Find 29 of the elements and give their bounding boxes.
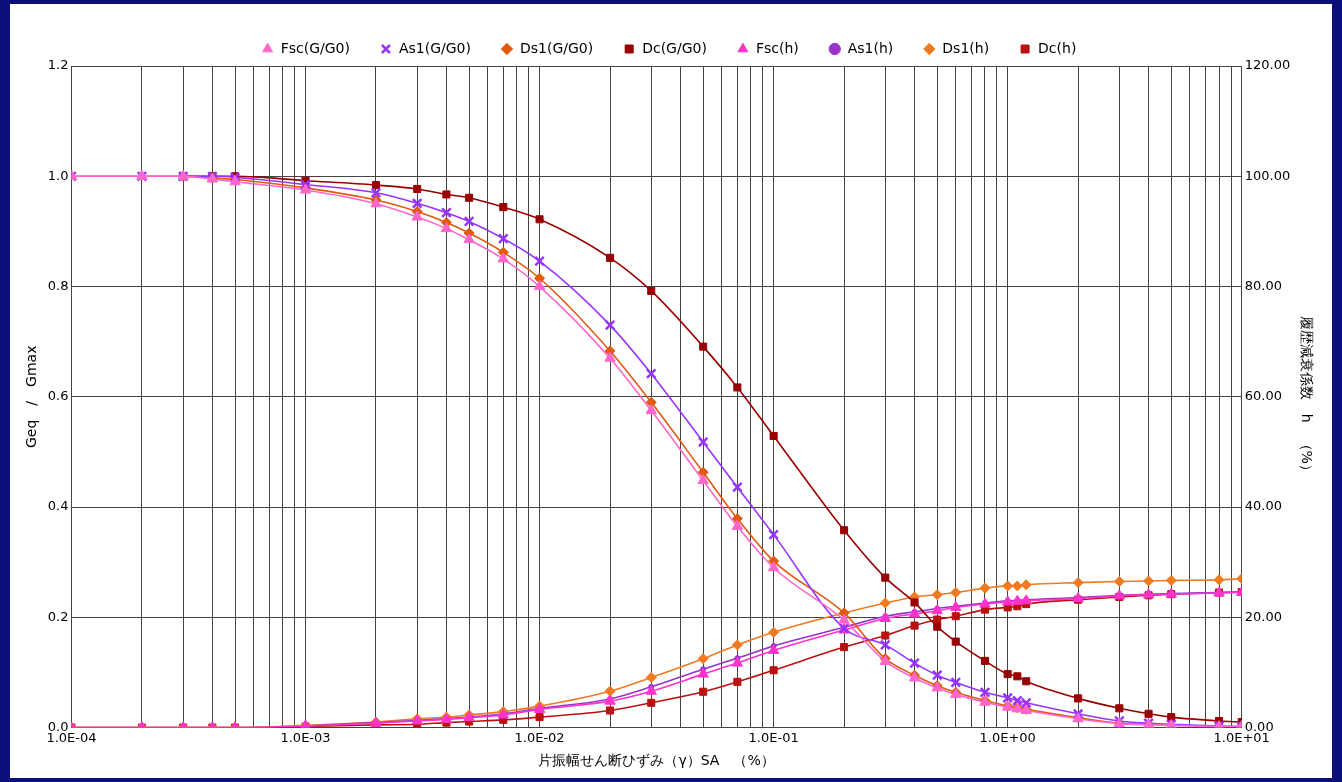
legend-label: Fsc(h) bbox=[755, 39, 799, 56]
x-axis-title: 片振幅せん断ひずみ（γ）SA （%） bbox=[538, 752, 775, 769]
y-axis-title: Geq / Gmax bbox=[23, 345, 40, 449]
y-tick-label: 0.0 bbox=[47, 718, 69, 734]
y2-tick-label: 60.00 bbox=[1244, 388, 1282, 404]
y-tick-label: 0.2 bbox=[47, 608, 69, 624]
x-tick-label: 1.0E-01 bbox=[748, 729, 799, 745]
legend-label: Fsc(G/G0) bbox=[280, 39, 350, 56]
y-tick-label: 0.8 bbox=[47, 277, 69, 293]
y2-tick-label: 0.00 bbox=[1244, 718, 1274, 734]
legend-label: Ds1(G/G0) bbox=[519, 39, 594, 56]
legend-label: Ds1(h) bbox=[942, 39, 990, 56]
y2-tick-label: 20.00 bbox=[1244, 608, 1282, 624]
y-tick-label: 0.4 bbox=[47, 498, 69, 514]
y-tick-label: 0.6 bbox=[47, 388, 69, 404]
legend-label: As1(G/G0) bbox=[398, 39, 471, 56]
y2-tick-label: 100.00 bbox=[1244, 167, 1291, 183]
y2-tick-label: 40.00 bbox=[1244, 498, 1282, 514]
y2-tick-label: 80.00 bbox=[1244, 277, 1282, 293]
y2-tick-label: 120.00 bbox=[1244, 57, 1291, 73]
y-tick-label: 1.0 bbox=[47, 167, 69, 183]
legend-label: As1(h) bbox=[847, 39, 894, 56]
y2-axis-title: 履歴減衰係数 h （%） bbox=[1298, 315, 1315, 478]
x-tick-label: 1.0E-03 bbox=[280, 729, 331, 745]
legend-label: Dc(G/G0) bbox=[642, 39, 707, 56]
legend-label: Dc(h) bbox=[1038, 39, 1077, 56]
x-tick-label: 1.0E+00 bbox=[979, 729, 1036, 745]
x-tick-label: 1.0E-02 bbox=[514, 729, 565, 745]
y-tick-label: 1.2 bbox=[47, 57, 69, 73]
